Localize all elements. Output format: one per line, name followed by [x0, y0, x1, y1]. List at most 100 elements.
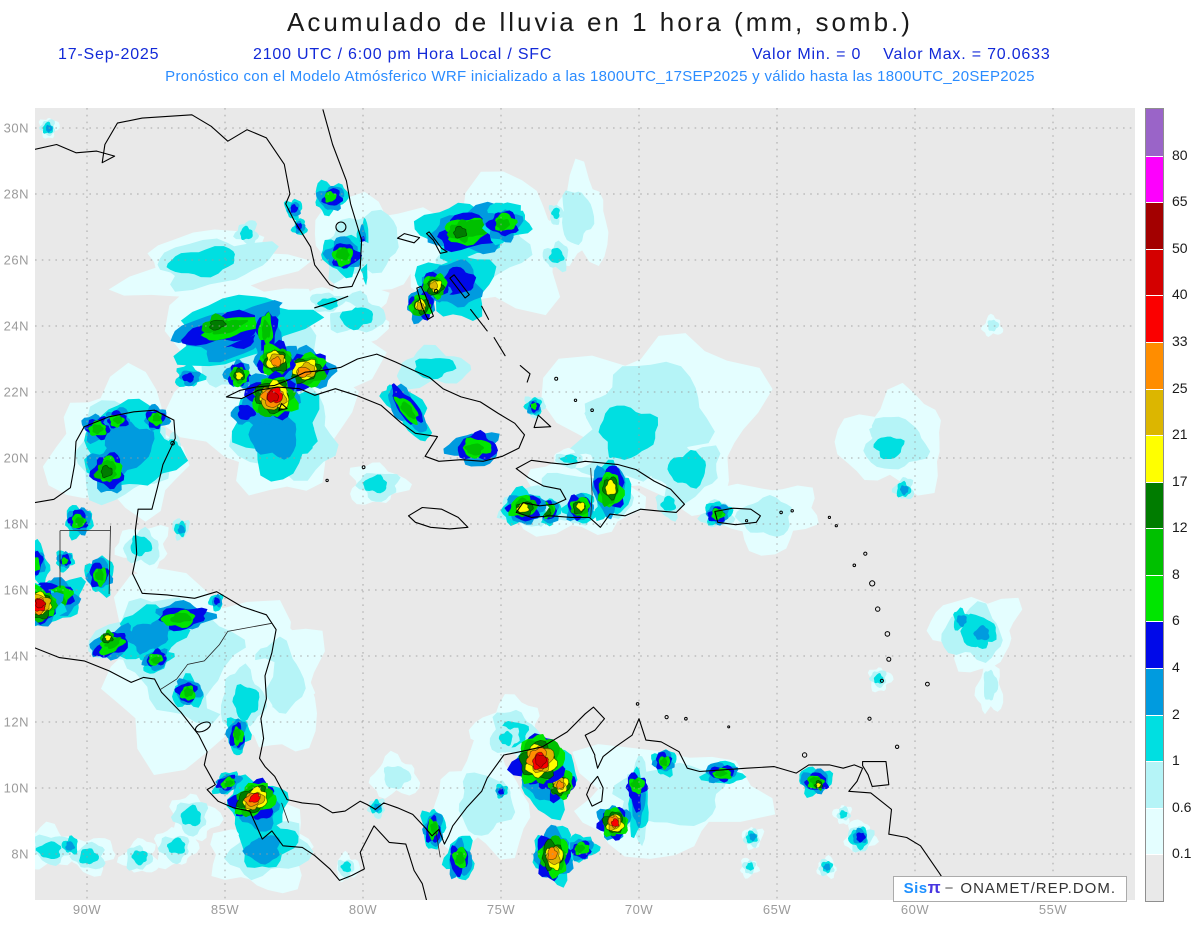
rain-cell [843, 819, 879, 853]
coastline-path [278, 403, 288, 411]
rain-cell [169, 793, 224, 845]
lake-nicaragua-outline [194, 721, 211, 733]
min-max-values: Valor Min. = 0 Valor Max. = 70.0633 [752, 46, 1073, 64]
rain-cell [66, 838, 116, 877]
rain-cell [741, 826, 765, 851]
colorbar-segment [1146, 574, 1163, 622]
colorbar-divider [1146, 341, 1163, 343]
colorbar-segment [1146, 807, 1163, 855]
rain-cell [554, 447, 593, 473]
island-outlines [170, 289, 930, 758]
coastline-path [862, 761, 890, 787]
lat-tick-label: 28N [3, 186, 29, 202]
lon-tick-label: 90W [72, 902, 102, 917]
rain-cell [655, 491, 682, 522]
colorbar-tick-label: 21 [1172, 426, 1188, 443]
colorbar-tick-label: 33 [1172, 332, 1188, 349]
rain-cell [99, 629, 115, 646]
rain-cell [596, 805, 632, 841]
rain-cell [953, 607, 973, 631]
colorbar-divider [1146, 528, 1163, 530]
model-info-line: Pronóstico con el Modelo Atmósferico WRF… [165, 68, 1035, 85]
coastline-path [35, 109, 363, 289]
colorbar-segment [1146, 295, 1163, 342]
lon-tick-label: 60W [900, 902, 930, 917]
watermark-badge: Sisπ − ONAMET/REP.DOM. [892, 876, 1127, 902]
colorbar-divider [1146, 481, 1163, 483]
colorbar-tick-label: 12 [1172, 519, 1188, 536]
coastline-path [449, 274, 470, 299]
lat-tick-label: 16N [3, 582, 29, 598]
coastline-path [519, 365, 531, 383]
colorbar-divider [1146, 202, 1163, 204]
valor-max: Valor Max. = 70.0633 [883, 46, 1051, 63]
colorbar-segment [1146, 668, 1163, 715]
coastline-path [481, 305, 490, 320]
lat-tick-label: 22N [3, 384, 29, 400]
coastline-path [225, 353, 526, 462]
rain-cell [172, 673, 204, 708]
coastline-path [416, 285, 434, 320]
colorbar-segment [1146, 435, 1163, 482]
lat-axis: 30N 28N 26N 24N 22N 20N 18N 16N 14N 12N 10N 8N [0, 108, 33, 900]
colorbar-tick-label: 6 [1172, 612, 1180, 629]
colorbar-tick-label: 80 [1172, 146, 1188, 163]
coastline-path [407, 506, 469, 530]
valor-min: Valor Min. = 0 [752, 46, 862, 63]
colorbar-divider [1146, 574, 1163, 576]
coastline-path [714, 507, 761, 526]
rain-cell [61, 835, 78, 855]
lon-tick-label: 85W [210, 902, 240, 917]
lon-tick-label: 70W [624, 902, 654, 917]
lat-tick-label: 26N [3, 252, 29, 268]
rain-cell [739, 857, 761, 879]
rain-cell [253, 305, 283, 362]
rain-cell [150, 599, 218, 632]
colorbar-segment [1146, 761, 1163, 808]
rain-cell [980, 313, 1004, 337]
colorbar-divider [1146, 621, 1163, 623]
lon-tick-label: 75W [486, 902, 516, 917]
colorbar-segment [1146, 481, 1163, 529]
rain-cell [208, 593, 224, 612]
rain-cell [974, 653, 1004, 715]
rain-cell [65, 505, 94, 541]
rain-cell [233, 220, 260, 246]
colorbar-segment [1146, 388, 1163, 436]
lat-tick-label: 18N [3, 516, 29, 532]
colorbar-divider [1146, 248, 1163, 250]
rain-cell [549, 158, 609, 267]
rain-cell [816, 854, 837, 879]
colorbar-tick-label: 4 [1172, 659, 1180, 676]
colorbar-segment [1146, 714, 1163, 762]
lon-tick-label: 80W [348, 902, 378, 917]
colorbar-segment [1146, 202, 1163, 249]
rain-cell [35, 583, 67, 627]
lat-tick-label: 14N [3, 648, 29, 664]
map-svg [35, 108, 1135, 900]
lat-tick-label: 30N [3, 120, 29, 136]
watermark-dash: − [944, 880, 954, 897]
lat-tick-label: 24N [3, 318, 29, 334]
rain-cell [812, 778, 824, 791]
colorbar-divider [1146, 155, 1163, 157]
rain-cell [153, 827, 200, 870]
colorbar-tick-label: 40 [1172, 286, 1188, 303]
colorbar-segment [1146, 621, 1163, 669]
colorbar-divider [1146, 807, 1163, 809]
rain-cell [55, 550, 76, 573]
colorbar-divider [1146, 668, 1163, 670]
page-title: Acumulado de lluvia en 1 hora (mm, somb.… [287, 7, 913, 37]
rain-cell [108, 229, 312, 297]
colorbar-segment [1146, 109, 1163, 156]
colorbar-divider [1146, 714, 1163, 716]
colorbar-labels: 0.1 0.6 1 2 4 6 8 12 17 21 25 33 40 50 65 80 [1169, 108, 1199, 900]
rain-cell [116, 837, 160, 873]
colorbar-divider [1146, 761, 1163, 763]
rain-cell [315, 179, 350, 217]
valid-time: 2100 UTC / 6:00 pm Hora Local / SFC [253, 46, 553, 63]
coastline-path [533, 414, 552, 429]
subtitle-row: 17-Sep-2025 2100 UTC / 6:00 pm Hora Loca… [0, 46, 1200, 66]
colorbar-divider [1146, 435, 1163, 437]
rain-cell [542, 240, 569, 273]
